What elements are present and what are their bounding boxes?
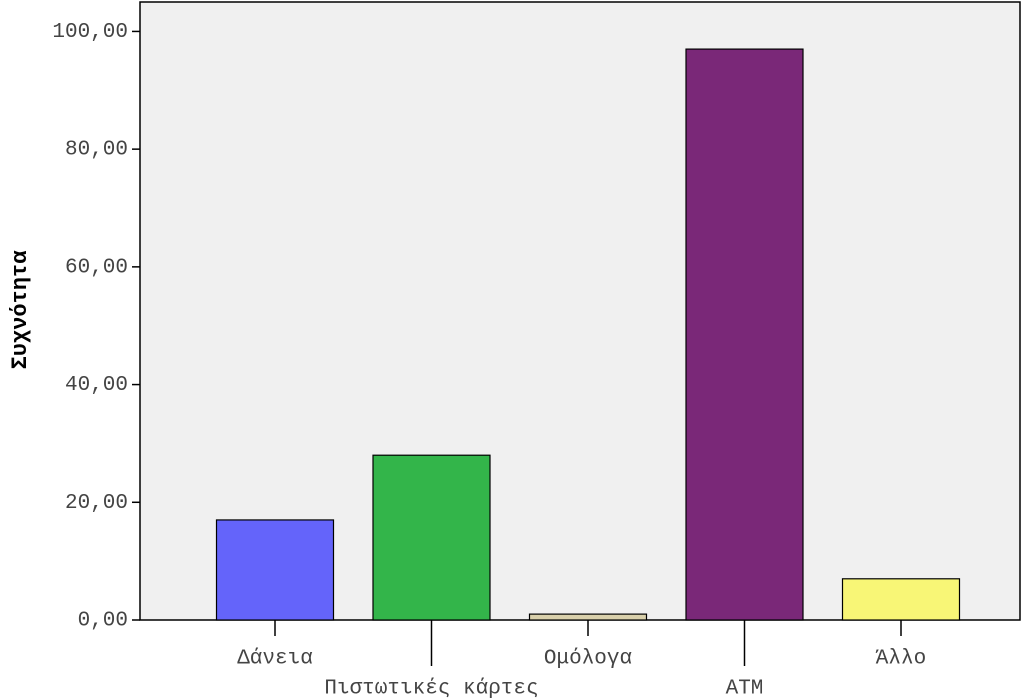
x-tick-label: Πιστωτικές κάρτες [324, 678, 538, 700]
x-tick-label: ATM [726, 678, 764, 700]
y-axis-title: Συχνότητα [8, 250, 33, 370]
plot-area [139, 1, 1021, 621]
bar [841, 578, 961, 621]
y-tick-label: 40,00 [65, 374, 128, 397]
x-tick-label: Άλλο [876, 648, 926, 671]
y-tick-label: 100,00 [52, 21, 128, 44]
bar [215, 519, 335, 621]
bar [685, 48, 804, 621]
bar [528, 613, 648, 621]
bar [372, 454, 491, 621]
x-tick-label: Ομόλογα [544, 648, 632, 671]
y-tick-label: 20,00 [65, 492, 128, 515]
y-tick-label: 0,00 [78, 610, 128, 633]
y-tick-label: 80,00 [65, 139, 128, 162]
y-tick-label: 60,00 [65, 256, 128, 279]
x-tick-label: Δάνεια [237, 648, 313, 671]
